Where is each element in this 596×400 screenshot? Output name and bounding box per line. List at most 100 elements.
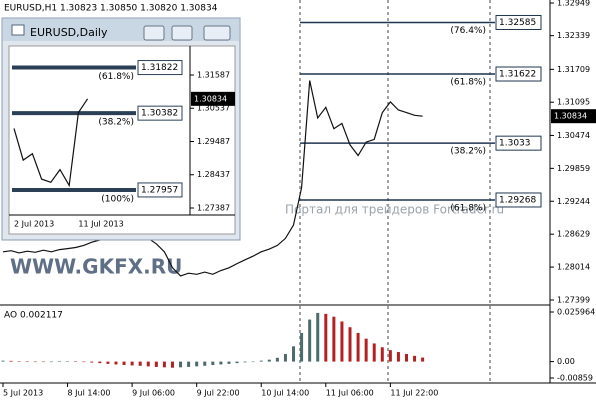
ao-bar	[17, 361, 21, 362]
y-tick-label: 1.29859	[557, 164, 590, 173]
ao-bar	[275, 357, 279, 362]
fib-label: (38.2%)	[450, 147, 486, 157]
fib-label: (100%)	[101, 194, 134, 204]
y-tick-label: 1.28014	[557, 263, 590, 272]
x-tick-label: 9 Jul 22:00	[197, 389, 240, 398]
fib-label: (76.4%)	[450, 26, 486, 36]
fib-label: (38.2%)	[98, 118, 134, 128]
chart-title: EURUSD,H1 1.30823 1.30850 1.30820 1.3083…	[4, 4, 218, 14]
y-tick-label: 1.27399	[557, 296, 590, 305]
maximize-button[interactable]	[171, 25, 193, 41]
ao-bar	[316, 312, 320, 362]
ao-bar	[211, 361, 215, 366]
ao-bar	[292, 346, 296, 362]
ao-bar	[179, 361, 183, 368]
fib-value: 1.31822	[141, 63, 178, 73]
y-tick-label: 1.29244	[557, 197, 590, 206]
ao-bar	[162, 361, 166, 368]
x-tick-label: 10 Jul 14:00	[261, 389, 309, 398]
close-button[interactable]	[203, 25, 231, 41]
ao-bar	[340, 321, 344, 362]
ao-bar	[195, 361, 199, 367]
y-tick-label: 1.30474	[557, 131, 590, 140]
ao-bar	[259, 360, 263, 362]
ao-bar	[243, 361, 247, 363]
watermark: Портал для трейдеров Fortrader.ru	[285, 203, 504, 217]
fib-box	[137, 182, 183, 198]
ao-bar	[82, 361, 86, 363]
ao-pane: 0.025964 0.00 -0.00859	[1, 308, 595, 383]
ao-bar	[267, 359, 271, 362]
y-tick-label: -0.00859	[557, 374, 593, 383]
minimize-button[interactable]	[143, 25, 165, 41]
ao-bar	[405, 353, 408, 362]
ao-bar	[187, 361, 191, 367]
y-tick-label: 1.32949	[557, 0, 590, 8]
ao-bar	[372, 343, 376, 362]
current-price-box	[551, 109, 596, 124]
ao-bar	[25, 361, 29, 362]
ao-bar	[364, 338, 368, 362]
ao-bar	[114, 361, 118, 365]
fib-box	[137, 105, 183, 121]
x-tick-label: 2 Jul 2013	[14, 220, 54, 229]
ao-bar	[170, 361, 174, 368]
watermark: WWW.GKFX.RU	[10, 255, 182, 279]
ao-bar	[300, 332, 304, 362]
price-line	[2, 80, 423, 277]
current-price: 1.30834	[194, 94, 227, 103]
fib-value: 1.29268	[499, 195, 536, 205]
ao-bar	[227, 361, 231, 364]
ao-bar	[1, 360, 5, 362]
ao-bar	[421, 357, 425, 362]
x-tick-label: 11 Jul 22:00	[390, 389, 438, 398]
ao-bar	[9, 360, 13, 362]
y-tick-label: 1.32339	[557, 31, 590, 40]
y-tick-label: 0.025964	[557, 308, 595, 317]
y-tick-label: 1.31587	[197, 70, 230, 79]
ao-bar	[251, 361, 255, 363]
ao-bar	[203, 361, 207, 366]
ao-bar	[356, 332, 360, 362]
x-tick-label: 11 Jul 2013	[78, 220, 123, 229]
fib-label: (61.8%)	[98, 72, 134, 82]
price-line	[13, 98, 89, 188]
x-tick-label: 11 Jul 06:00	[326, 389, 374, 398]
current-price-box	[191, 91, 235, 106]
ao-bar	[130, 361, 134, 366]
ao-bar	[66, 361, 70, 362]
ao-bar	[235, 361, 239, 364]
ao-bar	[57, 361, 61, 362]
indicator-title: AO 0.002117	[4, 311, 63, 321]
ao-bar	[74, 361, 78, 362]
y-tick-label: 1.27387	[197, 203, 230, 212]
window-title: EURUSD,Daily	[30, 26, 108, 39]
ao-bar	[413, 355, 417, 362]
inset-window: EURUSD,Daily 1.31587 1.30537 1.29487 1.2843…	[1, 17, 241, 241]
ao-bar	[388, 350, 392, 362]
y-tick-label: 1.30537	[197, 104, 230, 113]
ao-bar	[49, 361, 53, 363]
ao-bar	[90, 361, 94, 363]
ao-bar	[138, 361, 142, 366]
fib-box	[495, 192, 542, 208]
ao-bar	[348, 327, 352, 362]
fib-box	[495, 66, 542, 82]
y-tick-label: 1.31095	[557, 98, 590, 107]
y-tick-label: 1.29487	[197, 137, 230, 146]
ao-bar	[308, 319, 312, 362]
y-tick-label: 1.28629	[557, 230, 590, 239]
ao-bar	[146, 361, 150, 367]
ao-bar	[396, 352, 400, 362]
ao-bar	[380, 347, 384, 362]
fib-label: (61.8%)	[450, 78, 486, 88]
fib-value: 1.27957	[141, 185, 178, 195]
inset-plot	[8, 45, 236, 235]
fib-label: (61.8%)	[450, 203, 486, 213]
fib-value: 1.30382	[141, 109, 178, 119]
current-price: 1.30834	[554, 112, 587, 121]
x-tick-label: 9 Jul 06:00	[132, 389, 175, 398]
